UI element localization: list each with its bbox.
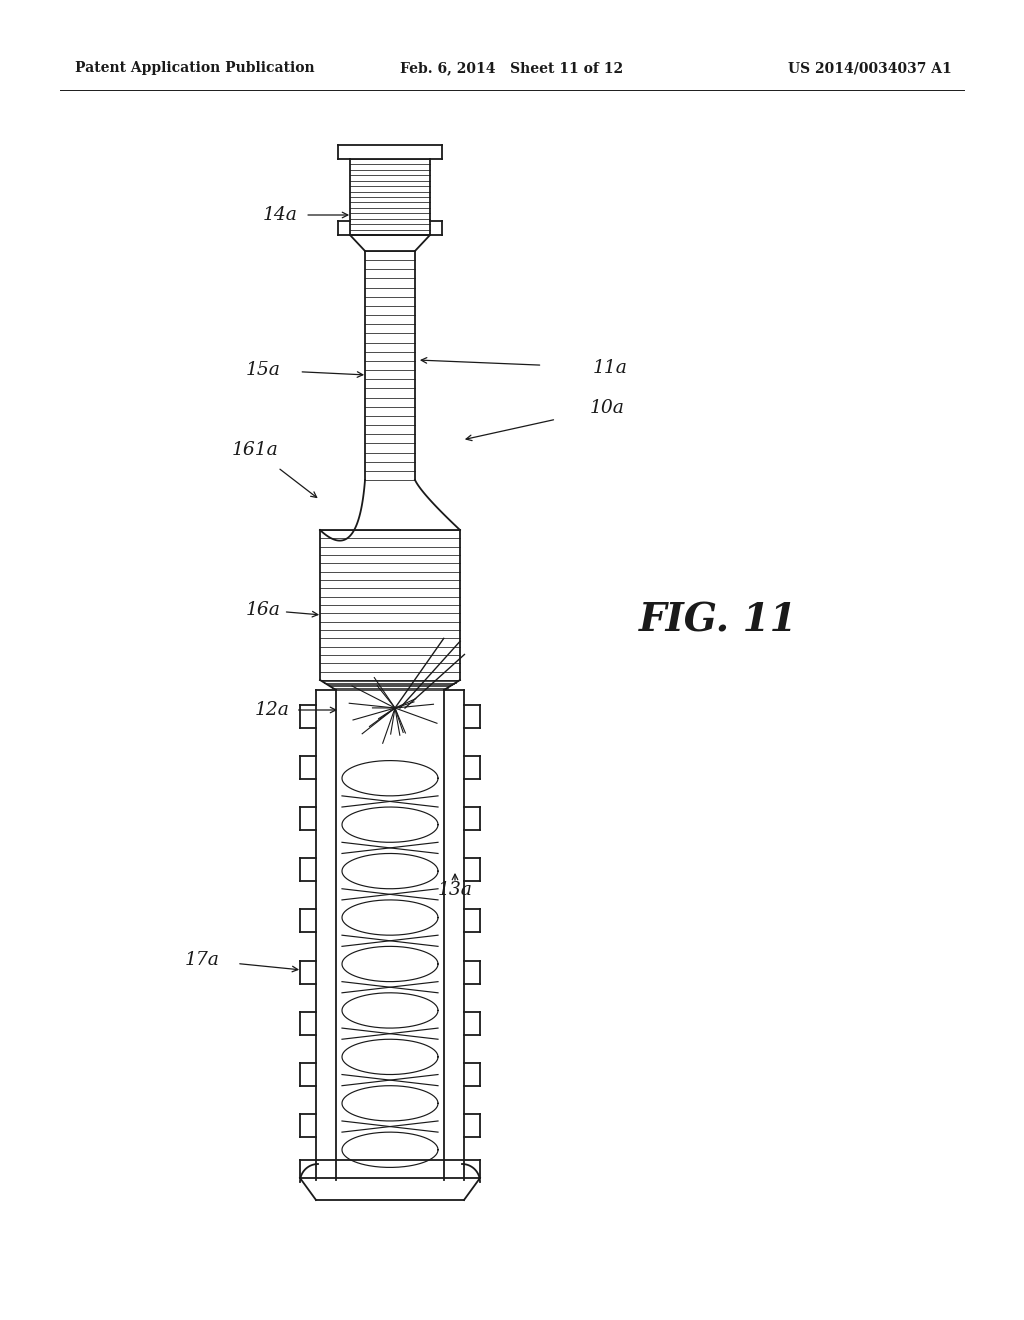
Text: Feb. 6, 2014   Sheet 11 of 12: Feb. 6, 2014 Sheet 11 of 12 [400, 61, 624, 75]
Text: Patent Application Publication: Patent Application Publication [75, 61, 314, 75]
Text: 11a: 11a [593, 359, 628, 378]
Text: 16a: 16a [246, 601, 281, 619]
Text: US 2014/0034037 A1: US 2014/0034037 A1 [788, 61, 952, 75]
Text: 12a: 12a [255, 701, 290, 719]
Text: FIG. 11: FIG. 11 [639, 601, 798, 639]
Text: 13a: 13a [437, 880, 472, 899]
Text: 17a: 17a [184, 950, 219, 969]
Text: 161a: 161a [231, 441, 279, 459]
Text: 14a: 14a [262, 206, 297, 224]
Text: 10a: 10a [590, 399, 625, 417]
Text: 15a: 15a [246, 360, 281, 379]
